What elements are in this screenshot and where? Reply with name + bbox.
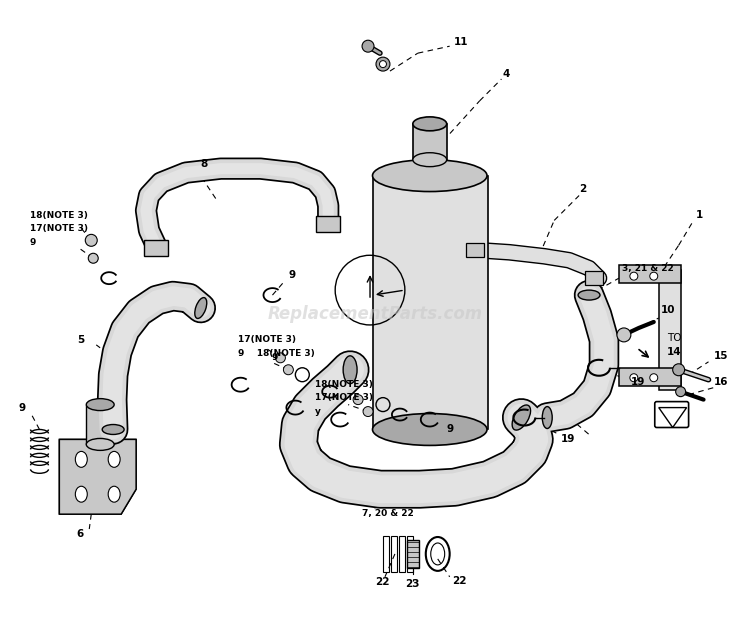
Ellipse shape [75, 486, 87, 502]
Ellipse shape [86, 438, 114, 450]
Bar [316, 216, 340, 232]
Circle shape [673, 364, 685, 376]
Ellipse shape [75, 452, 87, 467]
Text: ReplacementParts.com: ReplacementParts.com [268, 305, 482, 323]
Bar [383, 536, 389, 572]
Polygon shape [59, 440, 136, 514]
Text: 9: 9 [447, 425, 454, 435]
Circle shape [650, 374, 658, 382]
Text: 9    18(NOTE 3): 9 18(NOTE 3) [238, 349, 314, 359]
Circle shape [376, 57, 390, 71]
Text: 15: 15 [713, 351, 728, 361]
Polygon shape [59, 440, 136, 514]
Text: 22: 22 [375, 577, 389, 587]
Ellipse shape [373, 160, 487, 192]
Circle shape [380, 60, 386, 67]
Ellipse shape [108, 452, 120, 467]
Ellipse shape [413, 153, 447, 167]
Bar [144, 240, 168, 256]
Text: 1: 1 [695, 211, 703, 220]
Circle shape [630, 374, 638, 382]
Text: TO: TO [667, 333, 681, 343]
Ellipse shape [344, 356, 357, 384]
Bar [373, 175, 488, 430]
Circle shape [86, 235, 98, 247]
Ellipse shape [86, 399, 114, 411]
Ellipse shape [373, 413, 487, 445]
Bar [585, 271, 603, 285]
Bar [413, 124, 447, 160]
Text: 4: 4 [503, 69, 510, 79]
Circle shape [275, 353, 286, 363]
Ellipse shape [542, 406, 552, 428]
Text: 19: 19 [561, 435, 575, 445]
Text: 17(NOTE 3): 17(NOTE 3) [29, 224, 88, 233]
Text: 19: 19 [631, 377, 645, 387]
Bar [391, 536, 397, 572]
Bar [406, 536, 412, 572]
Text: 6: 6 [76, 529, 83, 539]
Text: 8: 8 [201, 159, 208, 169]
Circle shape [363, 406, 373, 416]
Text: 10: 10 [661, 305, 675, 315]
Circle shape [284, 365, 293, 375]
Text: 18(NOTE 3): 18(NOTE 3) [29, 211, 88, 220]
Bar [86, 404, 114, 445]
Circle shape [362, 40, 374, 52]
Bar [619, 265, 681, 283]
Circle shape [630, 272, 638, 280]
Text: 3, 21 & 22: 3, 21 & 22 [622, 264, 674, 273]
Circle shape [353, 394, 363, 404]
Text: 11: 11 [454, 37, 468, 47]
Text: 5: 5 [77, 335, 85, 345]
Text: 9: 9 [19, 403, 26, 413]
Circle shape [676, 387, 686, 397]
Circle shape [88, 253, 98, 263]
Ellipse shape [195, 298, 207, 318]
Text: 9: 9 [272, 353, 278, 362]
Bar [619, 368, 681, 386]
Text: 9: 9 [29, 238, 36, 247]
Text: 9: 9 [289, 270, 296, 280]
Text: 23: 23 [405, 579, 419, 589]
Circle shape [617, 328, 631, 342]
Ellipse shape [512, 405, 530, 430]
Text: 17(NOTE 3): 17(NOTE 3) [238, 335, 296, 345]
Text: 7, 20 & 22: 7, 20 & 22 [362, 509, 414, 518]
Text: 16: 16 [713, 377, 728, 387]
Ellipse shape [108, 486, 120, 502]
Bar [406, 540, 418, 568]
Bar [466, 243, 484, 257]
Text: 14: 14 [667, 347, 681, 357]
Bar [399, 536, 405, 572]
Ellipse shape [578, 290, 600, 300]
Circle shape [650, 272, 658, 280]
Text: y: y [315, 407, 321, 416]
Text: 17(NOTE 3): 17(NOTE 3) [315, 393, 374, 402]
Text: 2: 2 [579, 184, 586, 194]
Text: 22: 22 [452, 576, 466, 586]
Bar [658, 270, 681, 390]
Ellipse shape [102, 425, 124, 435]
Text: 18(NOTE 3): 18(NOTE 3) [315, 380, 374, 389]
Ellipse shape [413, 117, 447, 131]
